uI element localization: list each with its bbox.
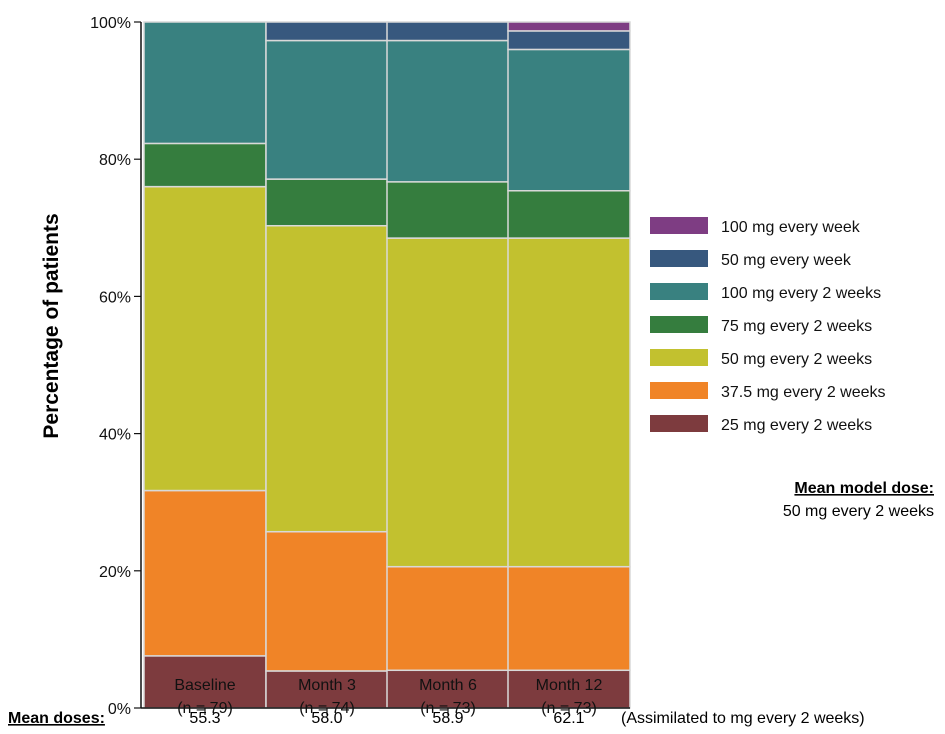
bar-segment: [143, 142, 267, 188]
bar-segment: [265, 39, 389, 180]
mean-dose-value: 55.3: [189, 710, 220, 727]
legend-swatch: [650, 415, 708, 432]
bar-segment: [507, 48, 631, 192]
y-tick-label: 0%: [108, 701, 131, 718]
x-category-label: Month 6: [419, 677, 477, 694]
x-category-label: Month 12: [536, 677, 603, 694]
legend-label: 25 mg every 2 weeks: [721, 417, 872, 434]
bar-stack: [143, 21, 267, 709]
x-category-n: (n = 79): [177, 700, 233, 717]
y-axis-label: Percentage of patients: [40, 213, 63, 438]
y-tick-label: 60%: [99, 289, 131, 306]
bar-segment: [386, 181, 510, 239]
mean-dose-value: 58.0: [311, 710, 342, 727]
x-category-label: Month 3: [298, 677, 356, 694]
y-tick-label: 80%: [99, 152, 131, 169]
bar-segment: [265, 178, 389, 227]
y-ticks: 0% 20% 40% 60% 80% 100%: [90, 15, 141, 718]
mean-doses-suffix: (Assimilated to mg every 2 weeks): [621, 710, 865, 727]
bar-segment: [265, 21, 389, 42]
bar-stack: [265, 21, 389, 709]
x-category-label: Baseline: [174, 677, 235, 694]
bar-segment: [265, 530, 389, 672]
bar-segment: [507, 190, 631, 239]
legend-label: 37.5 mg every 2 weeks: [721, 384, 886, 401]
legend-label: 50 mg every 2 weeks: [721, 351, 872, 368]
legend-label: 100 mg every 2 weeks: [721, 285, 881, 302]
legend: 100 mg every week 50 mg every week 100 mg …: [650, 217, 886, 434]
bar-segment: [143, 185, 267, 492]
legend-label: 100 mg every week: [721, 219, 861, 236]
note-text: 50 mg every 2 weeks: [783, 503, 934, 520]
bar-stack: [507, 21, 631, 709]
mean-doses-label: Mean doses:: [8, 710, 105, 727]
axes: [140, 22, 630, 715]
bar-segment: [507, 30, 631, 51]
y-tick-label: 40%: [99, 427, 131, 444]
mean-dose-value: 58.9: [432, 710, 463, 727]
legend-swatch: [650, 250, 708, 267]
bar-segment: [143, 489, 267, 657]
mean-doses-values: 55.3 58.0 58.9 62.1: [189, 710, 584, 727]
x-category-n: (n = 74): [299, 700, 355, 717]
bar-stack: [386, 21, 510, 709]
x-category-n: (n = 73): [420, 700, 476, 717]
bar-segment: [265, 224, 389, 533]
y-tick-label: 20%: [99, 564, 131, 581]
bar-segment: [386, 21, 510, 42]
legend-swatch: [650, 349, 708, 366]
x-category-n: (n = 73): [541, 700, 597, 717]
legend-swatch: [650, 217, 708, 234]
bar-segment: [507, 565, 631, 672]
legend-swatch: [650, 316, 708, 333]
bar-segment: [386, 237, 510, 568]
legend-label: 50 mg every week: [721, 252, 852, 269]
bar-segment: [507, 21, 631, 32]
legend-label: 75 mg every 2 weeks: [721, 318, 872, 335]
bar-segment: [386, 39, 510, 183]
bars: [143, 21, 631, 709]
y-tick-label: 100%: [90, 15, 131, 32]
bar-segment: [143, 21, 267, 145]
legend-swatch: [650, 382, 708, 399]
mean-dose-value: 62.1: [553, 710, 584, 727]
x-category-labels: Baseline (n = 79) Month 3 (n = 74) Month 6 (n…: [174, 677, 602, 717]
legend-swatch: [650, 283, 708, 300]
bar-segment: [386, 565, 510, 672]
bar-segment: [507, 237, 631, 568]
note-title: Mean model dose:: [794, 480, 934, 497]
